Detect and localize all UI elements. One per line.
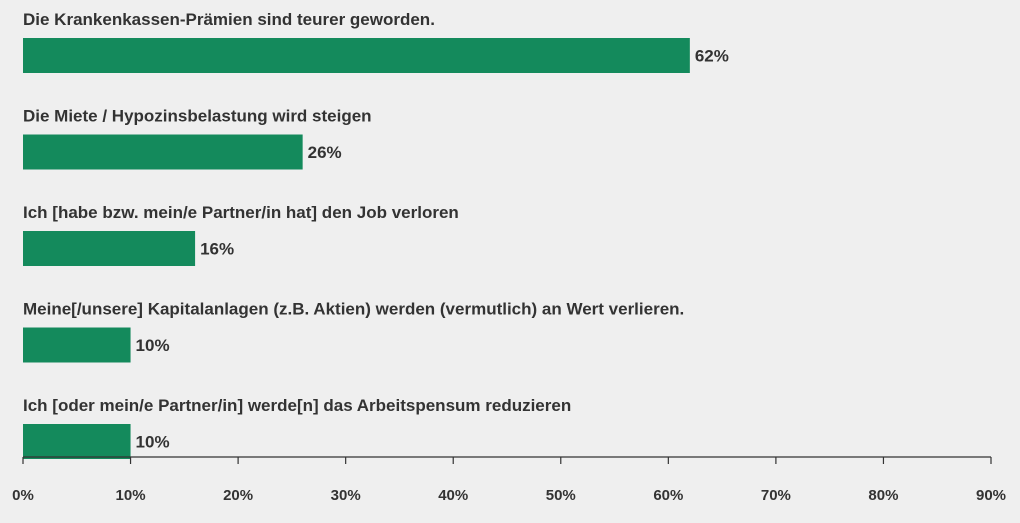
bar [23, 424, 131, 459]
x-axis: 0% 10% 20% 30% 40% 50% 60% 70% 80% 90% [12, 456, 1006, 504]
x-tick-label: 60% [653, 487, 683, 504]
bar [23, 231, 196, 266]
category-label: Die Miete / Hypozinsbelastung wird steig… [23, 107, 372, 126]
value-label: 26% [308, 143, 342, 162]
x-tick-label: 20% [223, 487, 253, 504]
category-label: Meine[/unsere] Kapitalanlagen (z.B. Akti… [23, 300, 684, 319]
value-label: 16% [200, 240, 234, 259]
value-label: 10% [136, 433, 170, 452]
x-tick-label: 80% [868, 487, 898, 504]
x-tick-label: 70% [761, 487, 791, 504]
x-tick-label: 10% [116, 487, 146, 504]
value-label: 10% [136, 336, 170, 355]
bar [23, 134, 303, 170]
value-label: 62% [695, 47, 729, 66]
x-tick-label: 90% [976, 487, 1006, 504]
category-label: Ich [habe bzw. mein/e Partner/in hat] de… [23, 203, 459, 222]
bars-layer: Die Krankenkassen-Prämien sind teurer ge… [23, 10, 729, 459]
x-tick-label: 50% [546, 487, 576, 504]
x-tick-label: 40% [438, 487, 468, 504]
category-label: Ich [oder mein/e Partner/in] werde[n] da… [23, 396, 571, 415]
category-label: Die Krankenkassen-Prämien sind teurer ge… [23, 10, 435, 29]
x-tick-label: 0% [12, 487, 34, 504]
bar [23, 327, 131, 363]
bar [23, 38, 690, 73]
x-tick-label: 30% [331, 487, 361, 504]
